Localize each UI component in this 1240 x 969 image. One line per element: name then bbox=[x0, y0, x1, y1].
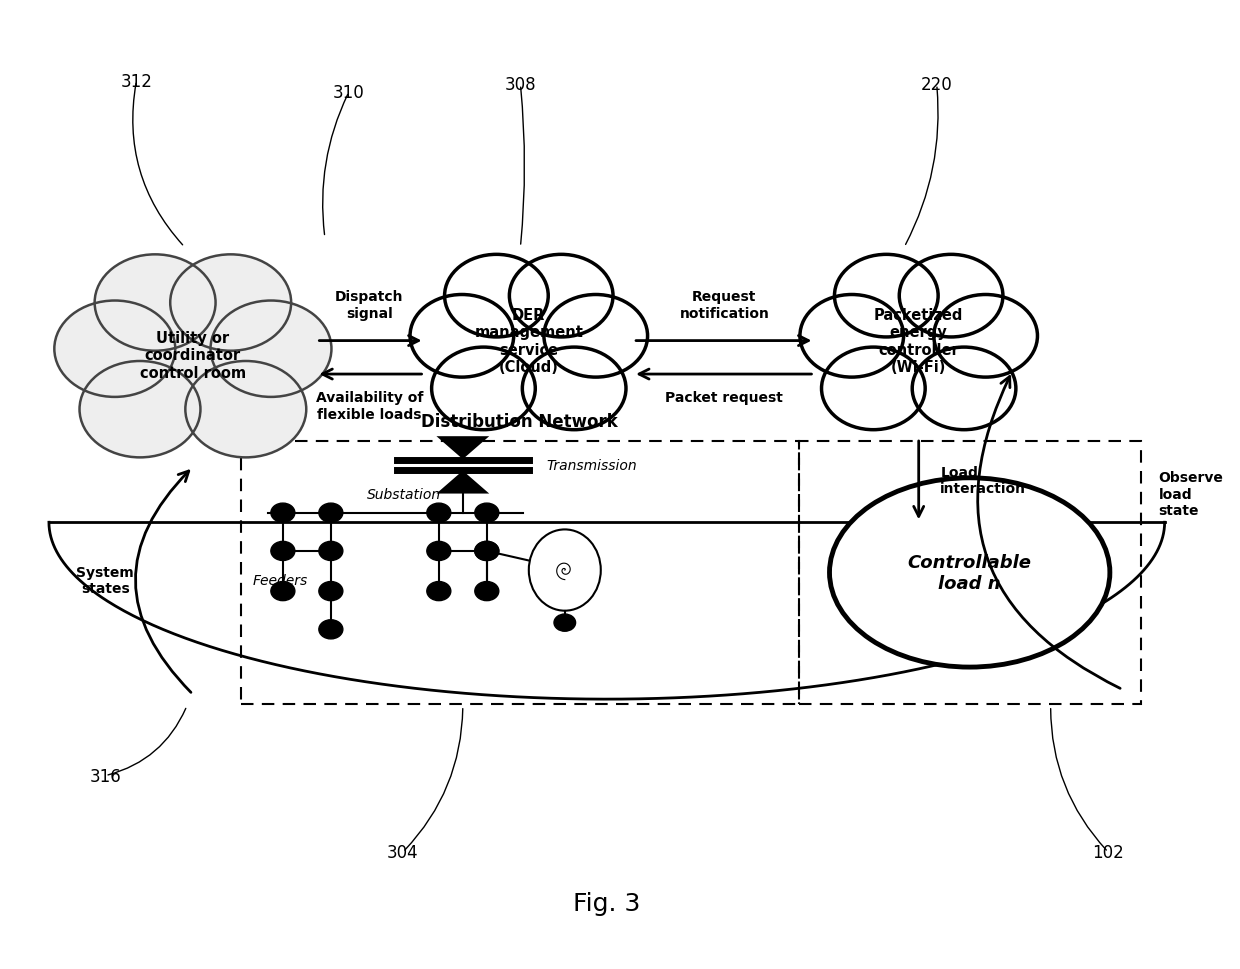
Text: 220: 220 bbox=[921, 77, 952, 94]
Text: Request
notification: Request notification bbox=[680, 290, 769, 320]
Text: 310: 310 bbox=[334, 84, 365, 102]
Circle shape bbox=[124, 305, 262, 416]
Circle shape bbox=[475, 582, 498, 601]
Circle shape bbox=[822, 348, 925, 430]
Bar bbox=[799, 442, 1141, 704]
Circle shape bbox=[270, 582, 295, 601]
Text: Substation: Substation bbox=[367, 487, 441, 502]
Bar bbox=[241, 442, 799, 704]
Circle shape bbox=[544, 296, 647, 378]
Circle shape bbox=[270, 504, 295, 522]
Circle shape bbox=[470, 298, 588, 393]
Circle shape bbox=[319, 582, 342, 601]
Circle shape bbox=[410, 296, 513, 378]
Circle shape bbox=[427, 504, 451, 522]
Circle shape bbox=[899, 255, 1003, 337]
Text: Availability of
flexible loads: Availability of flexible loads bbox=[315, 391, 423, 422]
Circle shape bbox=[170, 255, 291, 352]
Text: 312: 312 bbox=[120, 73, 153, 90]
Circle shape bbox=[445, 255, 548, 337]
Circle shape bbox=[934, 296, 1038, 378]
Circle shape bbox=[185, 361, 306, 458]
Circle shape bbox=[800, 296, 904, 378]
Circle shape bbox=[427, 582, 451, 601]
Text: Packet request: Packet request bbox=[666, 391, 784, 405]
Circle shape bbox=[475, 542, 498, 561]
Circle shape bbox=[319, 620, 342, 640]
Circle shape bbox=[554, 614, 575, 632]
Text: Packetized
energy
controller
(Wi-Fi): Packetized energy controller (Wi-Fi) bbox=[874, 308, 963, 375]
Text: Dispatch
signal: Dispatch signal bbox=[335, 290, 403, 320]
Text: 316: 316 bbox=[89, 766, 122, 785]
Circle shape bbox=[319, 542, 342, 561]
Text: 308: 308 bbox=[505, 77, 536, 94]
Text: DER
management
service
(Cloud): DER management service (Cloud) bbox=[475, 308, 583, 375]
Circle shape bbox=[427, 542, 451, 561]
Text: System
states: System states bbox=[77, 565, 134, 595]
Circle shape bbox=[913, 348, 1016, 430]
Circle shape bbox=[475, 542, 498, 561]
Circle shape bbox=[859, 298, 978, 393]
Circle shape bbox=[835, 255, 939, 337]
Ellipse shape bbox=[528, 530, 601, 611]
Text: Fig. 3: Fig. 3 bbox=[573, 891, 641, 915]
Text: Load
interaction: Load interaction bbox=[940, 465, 1027, 496]
Text: Controllable
load n: Controllable load n bbox=[908, 553, 1032, 592]
Text: Utility or
coordinator
control room: Utility or coordinator control room bbox=[140, 330, 246, 381]
Circle shape bbox=[319, 504, 342, 522]
Text: 102: 102 bbox=[1092, 843, 1125, 861]
Circle shape bbox=[475, 504, 498, 522]
Circle shape bbox=[510, 255, 613, 337]
Polygon shape bbox=[436, 471, 490, 494]
Circle shape bbox=[522, 348, 626, 430]
Circle shape bbox=[270, 542, 295, 561]
Circle shape bbox=[79, 361, 201, 458]
Text: Transmission: Transmission bbox=[547, 458, 637, 473]
Circle shape bbox=[55, 301, 175, 397]
Text: Feeders: Feeders bbox=[253, 573, 308, 587]
Circle shape bbox=[211, 301, 331, 397]
Text: Distribution Network: Distribution Network bbox=[422, 412, 619, 430]
Text: Observe
load
state: Observe load state bbox=[1158, 471, 1224, 517]
Ellipse shape bbox=[830, 479, 1110, 668]
Circle shape bbox=[432, 348, 536, 430]
Polygon shape bbox=[436, 437, 490, 459]
Circle shape bbox=[94, 255, 216, 352]
Text: 304: 304 bbox=[387, 843, 419, 861]
